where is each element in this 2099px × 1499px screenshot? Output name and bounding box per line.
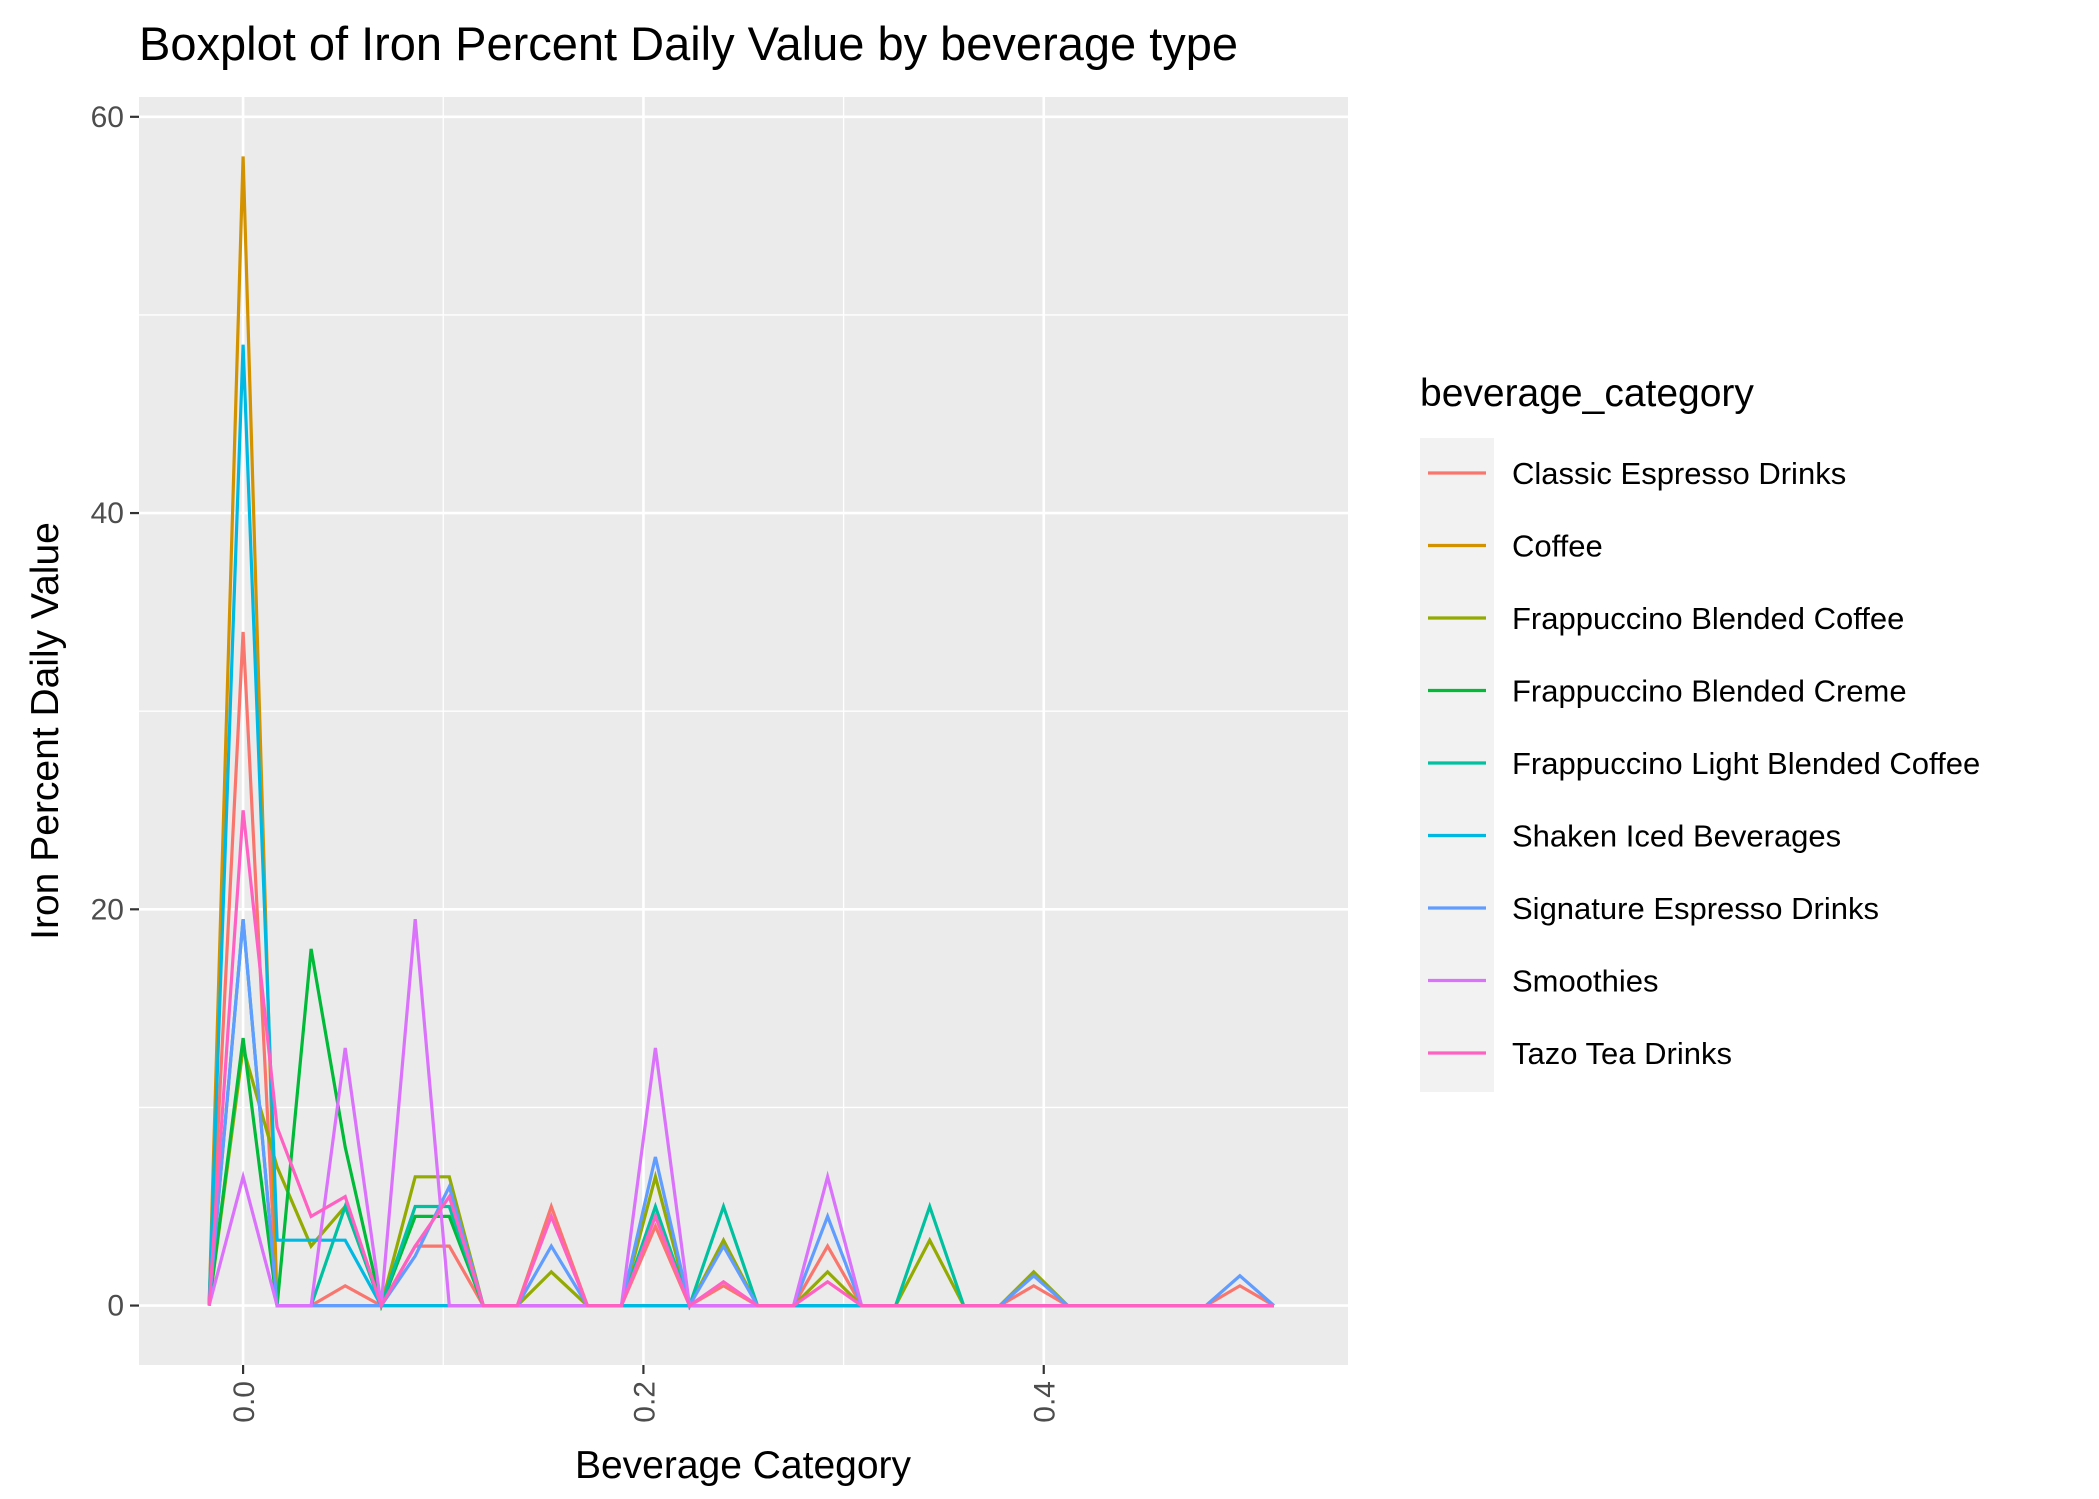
x-tick-label: 0.2 <box>628 1381 661 1423</box>
legend-items: Classic Espresso Drinks Coffee Frappuccino… <box>1428 456 1980 1071</box>
legend-label-coffee: Coffee <box>1512 529 1603 564</box>
legend-label-shaken-iced-beverages: Shaken Iced Beverages <box>1512 819 1841 854</box>
legend-key-background <box>1420 438 1494 1092</box>
y-axis-title: Iron Percent Daily Value <box>24 522 67 940</box>
x-axis-title: Beverage Category <box>575 1444 912 1487</box>
plot-panel <box>139 97 1348 1365</box>
x-tick-label: 0.4 <box>1029 1381 1062 1423</box>
axes: 0 20 40 60 0.0 0.2 0.4 <box>91 101 1062 1423</box>
y-tick-label: 60 <box>91 101 124 134</box>
legend-label-frappuccino-blended-creme: Frappuccino Blended Creme <box>1512 674 1907 709</box>
y-tick-label: 20 <box>91 893 124 926</box>
legend-label-signature-espresso-drinks: Signature Espresso Drinks <box>1512 891 1879 926</box>
legend: beverage_category Classic Espresso Drink… <box>1420 372 1980 1092</box>
series-line-tazo-tea-drinks <box>207 810 1274 1310</box>
y-tick-label: 40 <box>91 497 124 530</box>
y-tick-label: 0 <box>107 1290 124 1323</box>
series-lines <box>207 156 1275 1312</box>
legend-title: beverage_category <box>1420 372 1754 415</box>
legend-label-smoothies: Smoothies <box>1512 964 1658 999</box>
x-tick-label: 0.0 <box>228 1381 261 1423</box>
legend-label-frappuccino-light-blended-coffee: Frappuccino Light Blended Coffee <box>1512 746 1980 781</box>
legend-label-tazo-tea-drinks: Tazo Tea Drinks <box>1512 1036 1732 1071</box>
legend-label-frappuccino-blended-coffee: Frappuccino Blended Coffee <box>1512 601 1904 636</box>
chart-title: Boxplot of Iron Percent Daily Value by b… <box>139 17 1238 70</box>
legend-label-classic-espresso-drinks: Classic Espresso Drinks <box>1512 456 1846 491</box>
